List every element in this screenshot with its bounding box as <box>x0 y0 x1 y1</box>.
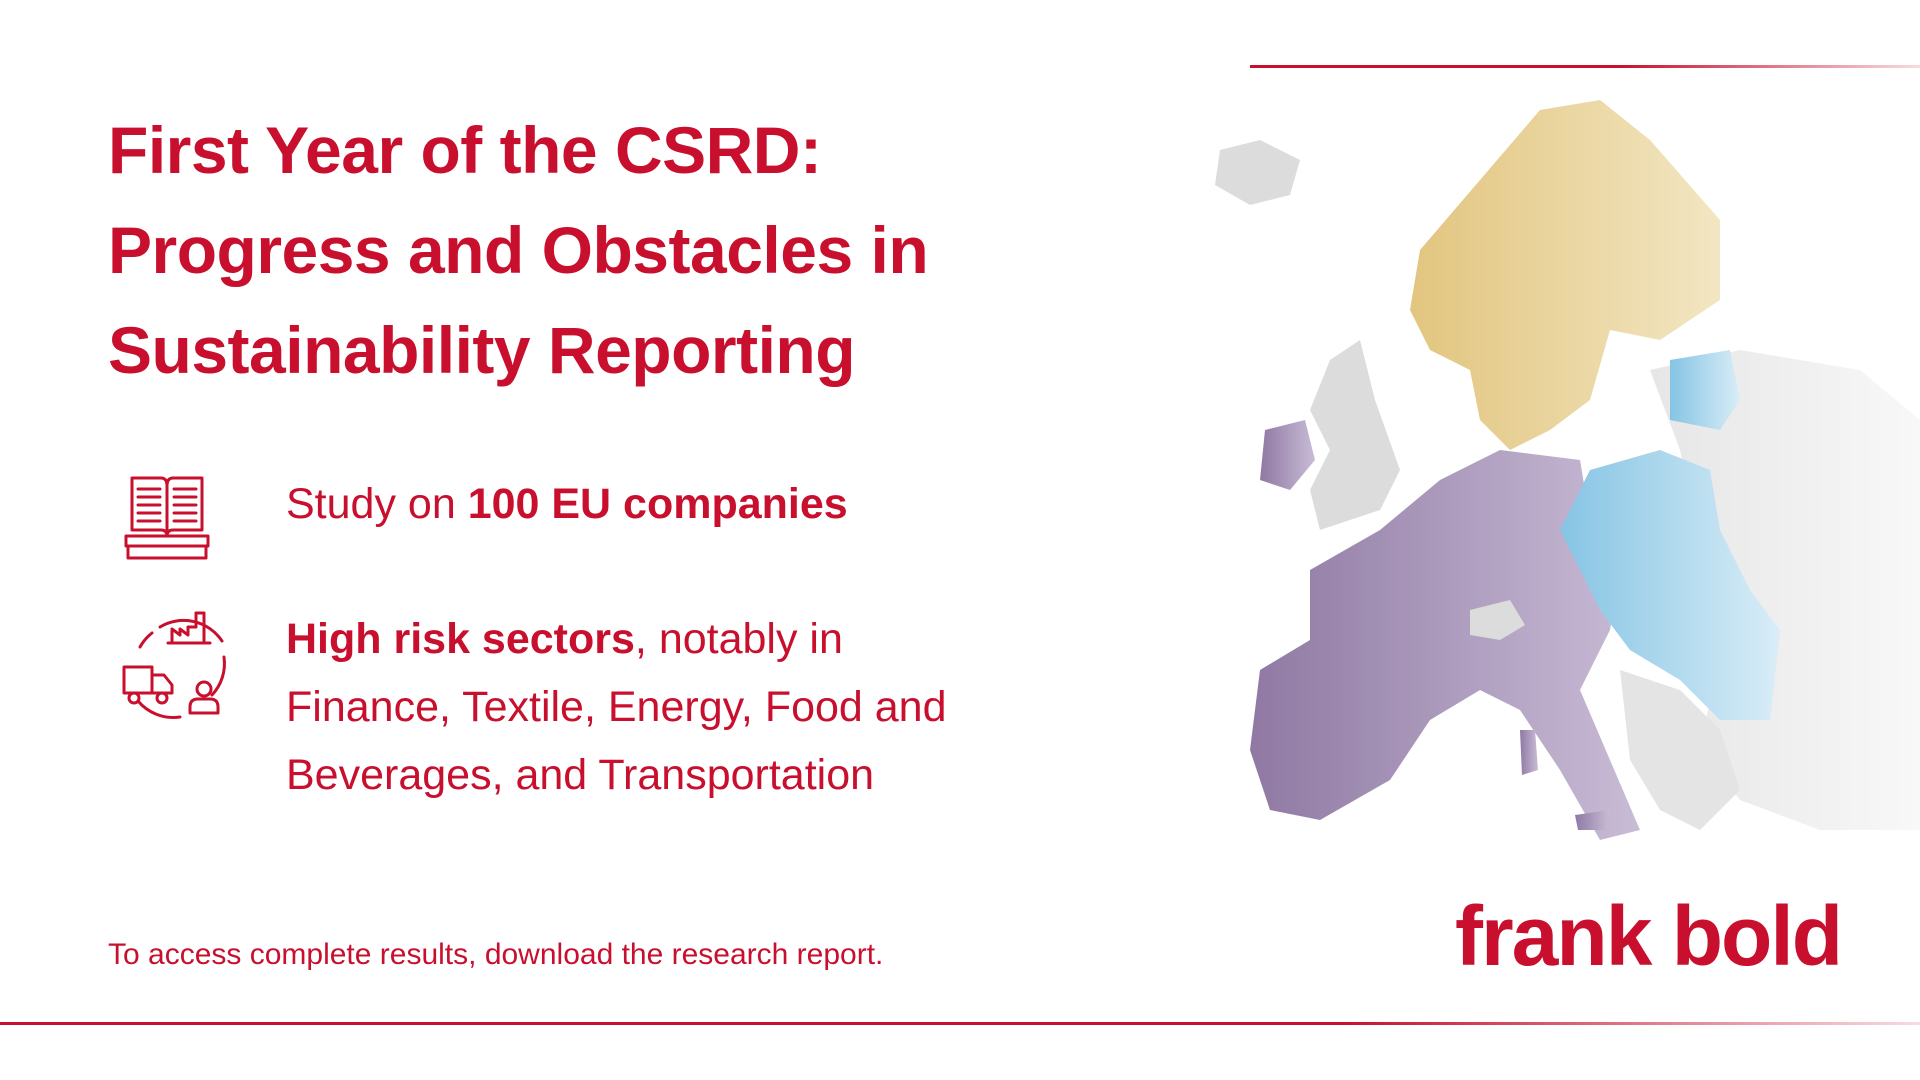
frank-bold-logo: frank bold <box>1455 889 1843 983</box>
sectors-line-3: Beverages, and Transportation <box>286 751 875 799</box>
map-region-iceland <box>1215 140 1300 205</box>
study-text: Study on 100 EU companies <box>286 470 1166 538</box>
map-region-ireland <box>1260 420 1315 490</box>
open-book-icon <box>124 476 210 560</box>
map-region-uk <box>1310 340 1400 530</box>
sectors-line-1: , notably in <box>634 615 843 663</box>
map-region-sardinia <box>1520 730 1538 775</box>
footnote: To access complete results, download the… <box>108 938 884 971</box>
study-prefix: Study on <box>286 480 468 528</box>
study-count: 100 EU companies <box>467 480 848 528</box>
europe-map <box>1215 100 1920 840</box>
map-region-sicily <box>1575 810 1610 830</box>
top-divider <box>1250 65 1920 68</box>
title-line-1: First Year of the CSRD: <box>108 113 822 187</box>
map-region-nordics <box>1410 100 1720 450</box>
truck-factory-person-icon <box>122 611 226 719</box>
sectors-line-2: Finance, Textile, Energy, Food and <box>286 683 947 731</box>
bottom-divider <box>0 1022 1920 1025</box>
sectors-text: High risk sectors, notably in Finance, T… <box>286 605 1166 809</box>
title-line-2: Progress and Obstacles in <box>108 213 929 287</box>
map-region-west <box>1250 450 1640 840</box>
map-region-baltics <box>1670 350 1740 430</box>
title-line-3: Sustainability Reporting <box>108 313 856 387</box>
sectors-bold: High risk sectors <box>286 615 635 663</box>
page-title: First Year of the CSRD: Progress and Obs… <box>108 100 1108 400</box>
map-region-balkans <box>1620 670 1740 830</box>
map-region-east-central <box>1560 450 1780 720</box>
map-region-switzerland <box>1470 600 1525 640</box>
